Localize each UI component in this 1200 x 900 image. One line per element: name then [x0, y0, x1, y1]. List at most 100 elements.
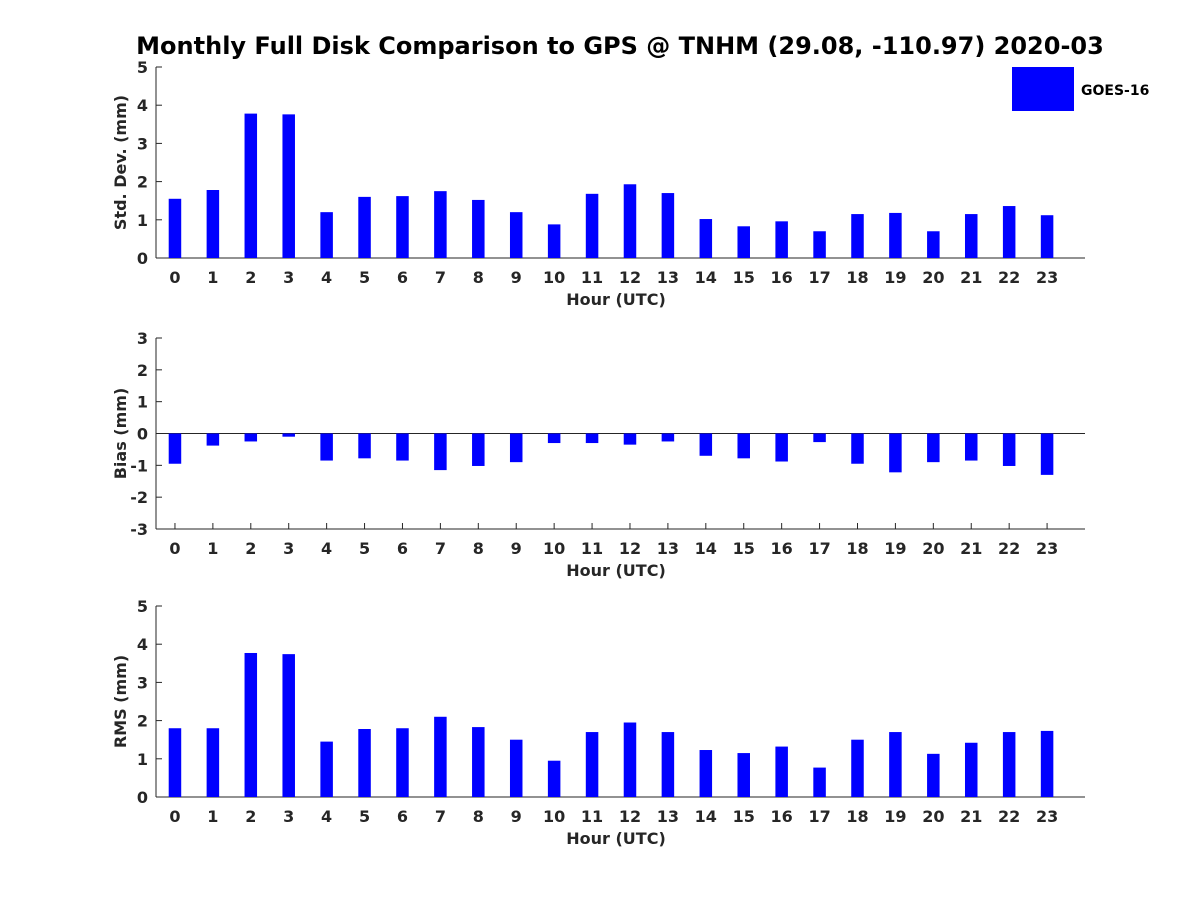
bias-bar	[623, 433, 637, 445]
rms-bar	[699, 750, 713, 797]
legend-swatch	[1012, 67, 1074, 111]
std-dev-xtick-label: 16	[771, 268, 793, 287]
legend: GOES-16	[1012, 67, 1149, 111]
rms-bar	[737, 753, 750, 797]
rms-bar	[320, 741, 333, 797]
bias-ytick-label: -3	[130, 520, 148, 539]
bias-xtick-label: 13	[657, 539, 679, 558]
std-dev-xtick-label: 22	[998, 268, 1020, 287]
std-dev-xtick-label: 14	[695, 268, 717, 287]
bias-xtick-label: 10	[543, 539, 565, 558]
rms-bar	[282, 654, 295, 797]
bias-xtick-label: 23	[1036, 539, 1058, 558]
rms-xtick-label: 21	[960, 807, 982, 826]
std-dev-xtick-label: 17	[808, 268, 830, 287]
rms-ylabel: RMS (mm)	[111, 655, 130, 748]
rms-bar	[358, 729, 371, 797]
bias-bar	[168, 433, 182, 464]
std-dev-bar	[813, 231, 826, 258]
rms-xtick-label: 8	[473, 807, 484, 826]
rms-xtick-label: 20	[922, 807, 944, 826]
bias-bar	[964, 433, 978, 461]
rms-bar	[509, 739, 523, 797]
std-dev-bar	[358, 196, 371, 258]
bias-bar	[206, 433, 220, 446]
bias-xtick-label: 18	[846, 539, 868, 558]
bias-xtick-label: 16	[771, 539, 793, 558]
std-dev-xtick-label: 12	[619, 268, 641, 287]
std-dev-bar	[547, 224, 561, 258]
bias-ytick-label: 0	[137, 425, 148, 444]
bias-xtick-label: 11	[581, 539, 603, 558]
bias-bar	[1040, 433, 1054, 475]
bias-bar	[927, 433, 940, 463]
std-dev-bar	[1040, 215, 1054, 258]
std-dev-bar	[661, 193, 675, 258]
rms-xtick-label: 1	[207, 807, 218, 826]
rms-bar	[168, 728, 182, 797]
rms-bar	[623, 722, 637, 797]
std-dev-xtick-label: 15	[733, 268, 755, 287]
bias-ytick-label: 1	[137, 393, 148, 412]
bias-ytick-label: -1	[130, 456, 148, 475]
bias-xlabel: Hour (UTC)	[566, 561, 666, 580]
std-dev-xtick-label: 20	[922, 268, 944, 287]
rms-xtick-label: 6	[397, 807, 408, 826]
rms-bar	[775, 746, 788, 797]
std-dev-xtick-label: 13	[657, 268, 679, 287]
rms-ytick-label: 2	[137, 712, 148, 731]
std-dev-xtick-label: 23	[1036, 268, 1058, 287]
bias-xtick-label: 19	[884, 539, 906, 558]
std-dev-xtick-label: 3	[283, 268, 294, 287]
rms-bar	[927, 753, 940, 797]
std-dev-xtick-label: 11	[581, 268, 603, 287]
rms-xtick-label: 7	[435, 807, 446, 826]
bias-xtick-label: 1	[207, 539, 218, 558]
rms-xtick-label: 22	[998, 807, 1020, 826]
bias-bar	[396, 433, 409, 461]
bias-xtick-label: 9	[511, 539, 522, 558]
rms-bar	[396, 728, 409, 797]
std-dev-xtick-label: 2	[245, 268, 256, 287]
rms-bar	[889, 732, 902, 797]
rms-xtick-label: 3	[283, 807, 294, 826]
rms-xlabel: Hour (UTC)	[566, 829, 666, 848]
rms-xtick-label: 15	[733, 807, 755, 826]
rms-bar	[661, 732, 675, 797]
rms-xtick-label: 19	[884, 807, 906, 826]
std-dev-bar	[623, 184, 637, 258]
std-dev-bar	[282, 114, 295, 258]
std-dev-ytick-label: 3	[137, 134, 148, 153]
bias-bar	[547, 433, 561, 444]
bias-xtick-label: 6	[397, 539, 408, 558]
rms-ytick-label: 5	[137, 597, 148, 616]
std-dev-bar	[699, 219, 713, 258]
bias-bar	[1002, 433, 1016, 466]
rms-ytick-label: 4	[137, 635, 148, 654]
rms-bar	[964, 742, 978, 797]
bias-xtick-label: 21	[960, 539, 982, 558]
rms-bar	[851, 739, 864, 797]
bias-ytick-label: -2	[130, 488, 148, 507]
rms-ytick-label: 3	[137, 673, 148, 692]
std-dev-bar	[889, 212, 902, 258]
bias-xtick-label: 0	[169, 539, 180, 558]
bias-xtick-label: 4	[321, 539, 332, 558]
std-dev-bar	[320, 212, 333, 258]
bias-bar	[434, 433, 447, 471]
std-dev-bar	[851, 214, 864, 258]
std-dev-xtick-label: 0	[169, 268, 180, 287]
rms-bar	[585, 732, 599, 797]
std-dev-xtick-label: 7	[435, 268, 446, 287]
std-dev-ytick-label: 0	[137, 249, 148, 268]
bias-bar	[775, 433, 788, 462]
bias-xtick-label: 12	[619, 539, 641, 558]
std-dev-xtick-label: 5	[359, 268, 370, 287]
std-dev-xtick-label: 10	[543, 268, 565, 287]
rms-xtick-label: 10	[543, 807, 565, 826]
rms-xtick-label: 9	[511, 807, 522, 826]
rms-xtick-label: 17	[808, 807, 830, 826]
